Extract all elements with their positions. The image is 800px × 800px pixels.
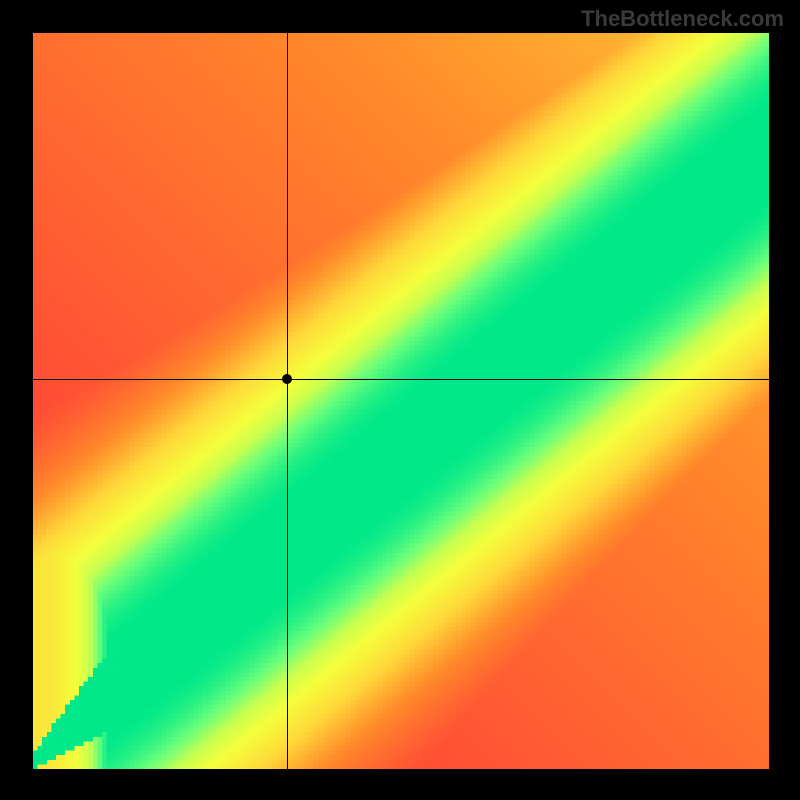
crosshair-horizontal bbox=[33, 379, 769, 380]
heatmap-canvas bbox=[33, 33, 769, 769]
crosshair-vertical bbox=[287, 33, 288, 769]
marker-point bbox=[282, 374, 292, 384]
watermark-text: TheBottleneck.com bbox=[581, 6, 784, 32]
heatmap-plot bbox=[33, 33, 769, 769]
